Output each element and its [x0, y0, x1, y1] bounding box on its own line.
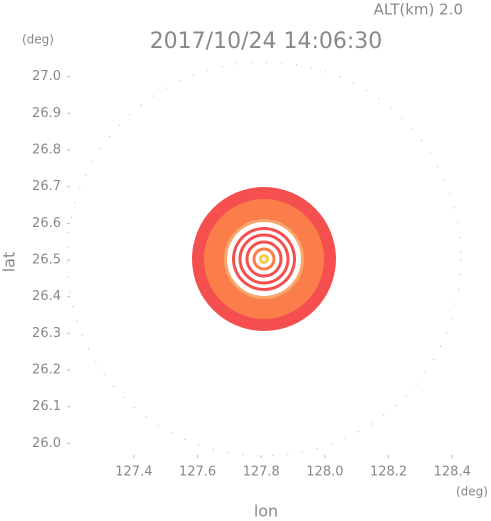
y-tick-label: 26.2 [32, 363, 61, 378]
x-tick-label: 127.8 [243, 465, 280, 480]
x-unit: (deg) [456, 485, 488, 499]
y-tick-label: 26.8 [32, 143, 61, 158]
y-axis-label: lat [0, 252, 19, 273]
y-tick-label: 26.5 [32, 253, 61, 268]
x-tick-label: 127.4 [115, 465, 152, 480]
y-tick-label: 26.6 [32, 216, 61, 231]
chart-title: 2017/10/24 14:06:30 [150, 29, 383, 54]
y-tick-label: 27.0 [32, 69, 61, 84]
x-axis-label: lon [254, 502, 278, 521]
y-tick-label: 26.0 [32, 436, 61, 451]
x-tick-label: 128.2 [370, 465, 407, 480]
echo-rings [192, 187, 336, 331]
y-tick-label: 26.9 [32, 106, 61, 121]
y-tick-label: 26.1 [32, 399, 61, 414]
y-tick-label: 26.4 [32, 289, 61, 304]
y-tick-label: 26.3 [32, 326, 61, 341]
coverage-circle [66, 61, 462, 457]
altitude-label: ALT(km) 2.0 [374, 1, 463, 19]
x-tick-label: 127.6 [179, 465, 216, 480]
x-tick-label: 128.4 [434, 465, 471, 480]
y-unit: (deg) [22, 33, 54, 47]
x-tick-label: 128.0 [306, 465, 343, 480]
y-tick-label: 26.7 [32, 179, 61, 194]
